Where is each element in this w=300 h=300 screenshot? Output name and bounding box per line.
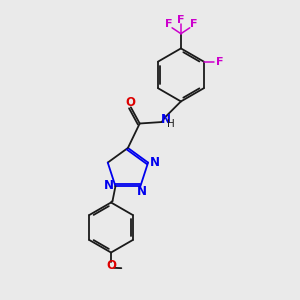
- Text: N: N: [160, 113, 171, 126]
- Text: F: F: [190, 19, 197, 29]
- Text: F: F: [165, 19, 172, 29]
- Text: O: O: [125, 95, 135, 109]
- Text: N: N: [136, 184, 147, 197]
- Text: N: N: [104, 178, 114, 192]
- Text: H: H: [167, 119, 175, 129]
- Text: F: F: [177, 15, 185, 25]
- Text: F: F: [216, 57, 223, 67]
- Text: N: N: [150, 156, 160, 169]
- Text: O: O: [106, 259, 116, 272]
